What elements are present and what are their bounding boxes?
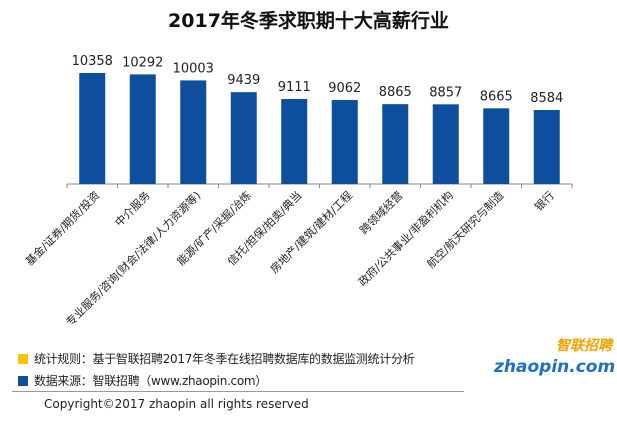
legend-item-source: 数据来源：智联招聘（www.zhaopin.com） (18, 372, 267, 389)
logo-cn: 智联招聘 (556, 338, 612, 354)
data-label: 8584 (530, 91, 563, 106)
legend-swatch-blue (18, 375, 28, 386)
bar (382, 104, 409, 184)
bar (483, 108, 510, 184)
legend-text: 统计规则：基于智联招聘2017年冬季在线招聘数据库的数据监测统计分析 (34, 352, 415, 366)
category-label: 中介服务 (113, 189, 153, 229)
divider (12, 391, 464, 392)
legend-text: 数据来源：智联招聘（www.zhaopin.com） (34, 374, 267, 388)
chart-title: 2017年冬季求职期十大高薪行业 (168, 10, 449, 32)
zhaopin-logo: 智联招聘 zhaopin.com (494, 338, 616, 382)
category-label: 银行 (531, 188, 556, 213)
data-label: 8865 (379, 85, 412, 100)
category-label: 基金/证券/期货/投资 (22, 188, 102, 268)
bar-chart: 10358基金/证券/期货/投资10292中介服务10003专业服务/咨询(财会… (22, 54, 573, 329)
copyright: Copyright©2017 zhaopin all rights reserv… (44, 397, 309, 411)
bar (230, 92, 257, 184)
logo-en: zhaopin.com (494, 357, 616, 377)
data-label: 8857 (429, 85, 462, 100)
bar (533, 110, 560, 184)
data-label: 9111 (278, 80, 311, 95)
bar (432, 104, 459, 184)
data-label: 9439 (227, 73, 260, 88)
data-label: 8665 (480, 89, 513, 104)
category-label: 房地产/建筑/建材/工程 (267, 188, 355, 276)
data-label: 9062 (328, 81, 361, 96)
bar (281, 99, 308, 184)
legend-swatch-yellow (18, 353, 28, 364)
data-label: 10358 (72, 54, 113, 69)
legend-item-rule: 统计规则：基于智联招聘2017年冬季在线招聘数据库的数据监测统计分析 (18, 350, 415, 367)
bar (79, 73, 106, 184)
bar (180, 80, 207, 184)
data-label: 10292 (122, 55, 163, 70)
bar (129, 74, 156, 184)
category-label: 政府/公共事业/非盈利机构 (355, 188, 456, 289)
data-label: 10003 (173, 61, 214, 76)
bar (331, 100, 358, 184)
category-label: 跨领域经营 (357, 188, 406, 237)
